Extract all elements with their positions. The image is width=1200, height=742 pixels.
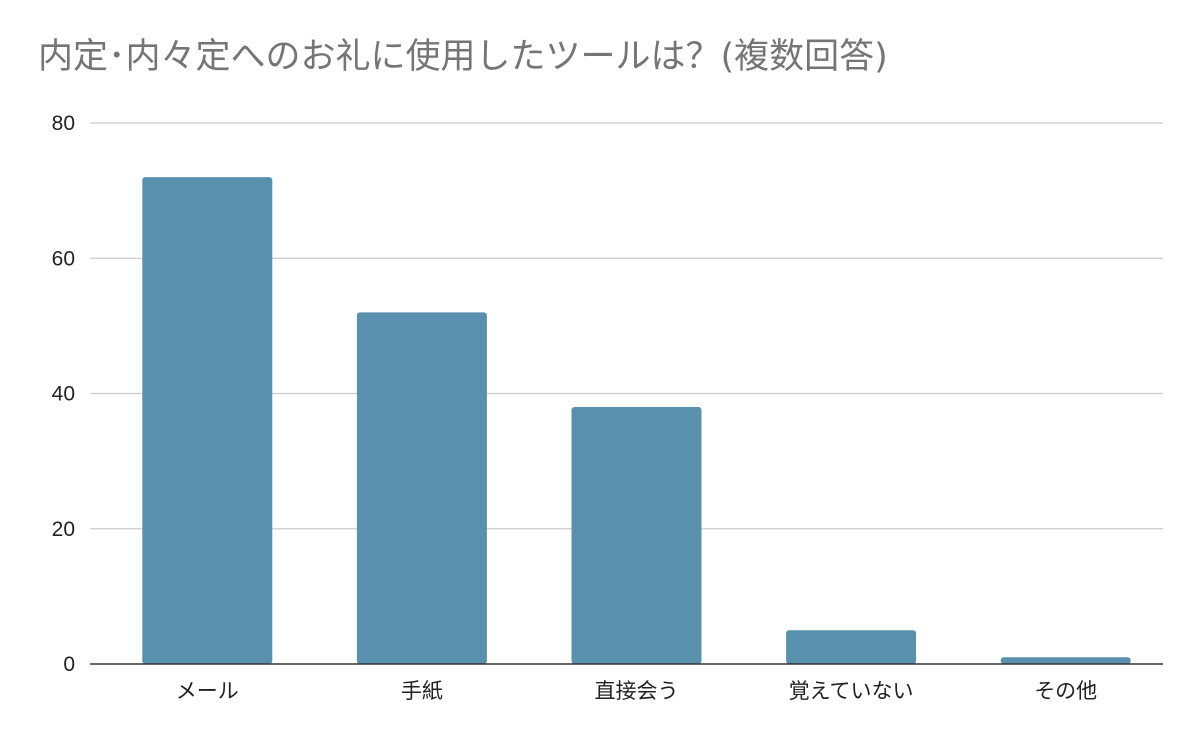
y-tick-label: 0 [63,653,75,676]
bar [356,312,487,664]
bar [1000,657,1131,664]
x-category-label: その他 [1034,679,1097,703]
y-tick-label: 80 [52,112,75,135]
x-category-label: 覚えていない [789,679,914,703]
bar [571,407,702,664]
category-labels: メール 手紙 直接会う 覚えていない その他 [176,679,1097,703]
y-tick-label: 20 [52,518,75,541]
bar [786,630,917,664]
y-tick-labels: 0 20 40 60 80 [52,112,75,676]
x-category-label: 直接会う [595,679,679,703]
x-category-label: メール [176,679,239,703]
bars [142,177,1131,664]
y-tick-label: 60 [52,247,75,270]
chart-title: 内定･内々定へのお礼に使用したツールは？(複数回答) [38,37,888,77]
bar [142,177,273,664]
y-tick-label: 40 [52,383,75,406]
x-category-label: 手紙 [401,679,443,703]
